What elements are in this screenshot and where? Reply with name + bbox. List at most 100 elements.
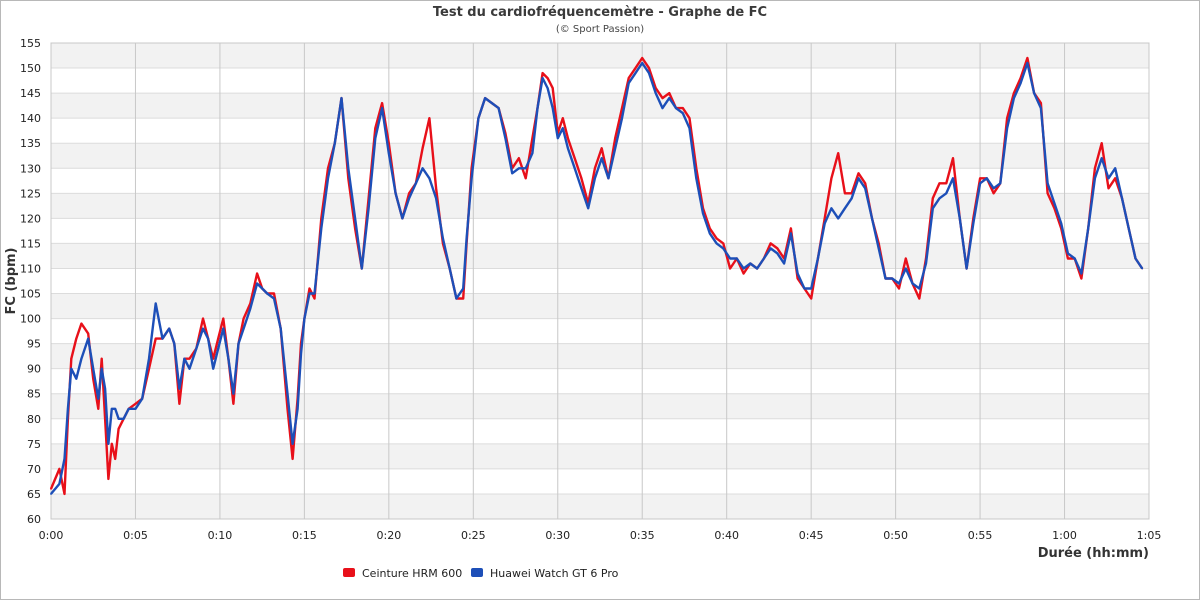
data-point: [587, 207, 590, 210]
data-point: [958, 217, 961, 220]
data-point: [641, 62, 644, 64]
data-point: [249, 307, 252, 310]
x-tick-label: 0:55: [968, 529, 993, 542]
data-point: [830, 207, 833, 210]
data-point: [567, 137, 569, 140]
data-point: [256, 282, 258, 285]
data-point: [594, 177, 596, 180]
data-point: [823, 217, 826, 220]
y-tick-labels: 60 65 70 75 80 85 90 95 100 105 110 115 120 125 130 135…: [20, 37, 41, 526]
data-point: [627, 77, 630, 79]
data-point: [1107, 187, 1110, 190]
data-point: [823, 222, 826, 225]
data-point: [1087, 227, 1090, 230]
data-point: [992, 192, 995, 195]
data-point: [810, 287, 813, 290]
data-point: [918, 297, 921, 300]
y-tick-label: 155: [20, 37, 41, 50]
data-point: [1026, 62, 1029, 64]
data-point: [237, 342, 240, 345]
data-point: [1134, 257, 1137, 260]
data-point: [141, 397, 144, 400]
data-point: [762, 257, 765, 260]
data-point: [70, 357, 73, 360]
data-point: [168, 327, 171, 330]
data-point: [742, 272, 745, 275]
data-point: [462, 297, 465, 300]
grid-band: [51, 443, 1149, 469]
data-point: [490, 102, 493, 105]
data-point: [648, 72, 650, 74]
data-point: [448, 267, 451, 270]
data-point: [154, 337, 157, 340]
x-tick-label: 0:30: [545, 529, 570, 542]
data-point: [374, 127, 377, 130]
data-point: [918, 287, 921, 290]
plot-background: [51, 43, 1149, 519]
data-point: [465, 237, 468, 240]
y-tick-label: 80: [27, 413, 41, 426]
data-point: [50, 488, 52, 490]
data-point: [911, 282, 914, 285]
data-point: [75, 377, 78, 380]
data-point: [952, 177, 954, 180]
data-point: [97, 397, 100, 400]
data-point: [729, 267, 731, 270]
data-point: [217, 337, 220, 340]
data-point: [541, 77, 544, 79]
legend-label: Huawei Watch GT 6 Pro: [490, 567, 619, 580]
data-point: [222, 317, 225, 320]
data-point: [107, 442, 110, 445]
data-point: [1100, 157, 1103, 160]
grid-band: [51, 243, 1149, 269]
data-point: [462, 287, 465, 290]
x-tick-label: 0:15: [292, 529, 317, 542]
data-point: [518, 167, 520, 170]
data-point: [561, 117, 564, 120]
x-tick-label: 0:05: [123, 529, 148, 542]
data-point: [222, 327, 225, 330]
y-tick-label: 125: [20, 187, 41, 200]
data-point: [531, 152, 534, 155]
data-point: [327, 177, 329, 180]
y-tick-label: 135: [20, 137, 41, 150]
x-tick-labels: 0:00 0:05 0:10 0:15 0:20 0:25 0:30 0:35 0:40 0:45…: [39, 529, 1162, 542]
data-point: [769, 247, 772, 250]
data-point: [188, 357, 191, 360]
data-point: [1107, 177, 1110, 180]
data-point: [122, 417, 125, 420]
data-point: [308, 292, 311, 295]
data-point: [104, 417, 106, 420]
legend: Ceinture HRM 600 Huawei Watch GT 6 Pro: [343, 567, 619, 580]
data-point: [66, 407, 69, 410]
data-point: [864, 182, 867, 185]
data-point: [58, 483, 61, 485]
data-point: [242, 317, 245, 320]
data-point: [114, 457, 117, 460]
data-point: [536, 107, 539, 110]
y-tick-label: 85: [27, 388, 41, 401]
y-tick-label: 130: [20, 162, 41, 175]
y-tick-label: 110: [20, 262, 41, 275]
grid-band: [51, 93, 1149, 119]
data-point: [381, 107, 383, 110]
data-point: [401, 217, 404, 220]
data-point: [803, 287, 806, 290]
data-point: [904, 267, 907, 270]
data-point: [1012, 92, 1015, 95]
data-point: [511, 172, 514, 175]
data-point: [1073, 257, 1076, 260]
data-point: [178, 387, 181, 390]
data-point: [477, 117, 480, 120]
y-tick-label: 60: [27, 513, 41, 526]
data-point: [1067, 252, 1069, 255]
data-point: [286, 392, 289, 395]
data-point: [857, 172, 860, 175]
data-point: [621, 107, 623, 110]
y-tick-label: 145: [20, 87, 41, 100]
data-point: [70, 367, 73, 370]
data-point: [227, 357, 230, 360]
data-point: [347, 167, 350, 170]
data-point: [518, 157, 520, 160]
